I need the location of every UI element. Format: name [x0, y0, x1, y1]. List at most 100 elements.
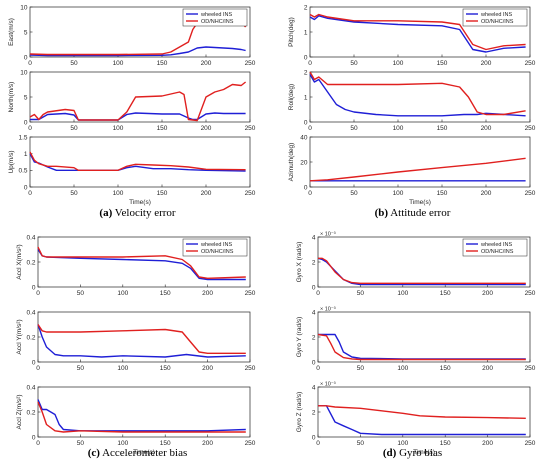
- chart-b-1-xtick-label: 100: [393, 60, 404, 67]
- caption-a-text: Velocity error: [114, 207, 176, 219]
- chart-c-2-xtick-label: 0: [36, 365, 40, 372]
- chart-c-2-xtick-label: 150: [160, 365, 171, 372]
- chart-c-1-xtick-label: 200: [202, 290, 213, 297]
- chart-d-3-frame: [317, 386, 531, 438]
- chart-d-1-legend-label: wheeled INS: [480, 242, 513, 248]
- chart-d-2-xtick-label: 50: [357, 365, 365, 372]
- chart-a-1-ytick-label: 5: [24, 29, 28, 36]
- chart-d-3-exponent-label: × 10⁻³: [320, 382, 336, 388]
- chart-a-3-xtick-label: 250: [245, 190, 256, 197]
- chart-a-3-ytick-label: 1.5: [18, 134, 27, 141]
- caption-a-letter: (a): [99, 207, 113, 219]
- chart-a-1-plot: 0 50 100 150 200 250 0 5 10 East(m/s) wheeled INSO…: [8, 4, 256, 67]
- chart-d-3-series-wheeled-ins-line: [318, 405, 526, 436]
- chart-d-3-series-od-nhc-ins-line: [318, 405, 526, 419]
- chart-a-3-xlabel: Time(s): [129, 199, 151, 206]
- chart-c-2-xtick-label: 50: [77, 365, 85, 372]
- chart-b-2-plot: 0 50 100 150 200 250 0 1 2 Roll(deg): [288, 69, 536, 132]
- chart-b-3-xtick-label: 200: [481, 190, 492, 197]
- chart-d-3-xtick-label: 0: [316, 440, 320, 447]
- chart-c-1-legend-label: wheeled INS: [200, 242, 233, 248]
- chart-b-1-xtick-label: 0: [308, 60, 312, 67]
- chart-c-1-ytick-label: 0.4: [26, 234, 35, 241]
- chart-c-2-frame: [37, 311, 251, 363]
- chart-b-2-xtick-label: 200: [481, 125, 492, 132]
- chart-d-2-xtick-label: 150: [440, 365, 451, 372]
- chart-c-3-ylabel: Accl Z(m/s²): [16, 394, 23, 429]
- chart-b-1-series-od-nhc-ins-line: [309, 13, 526, 51]
- chart-d-3-plot: 0 50 100 150 200 250 0 2 4 Gyro Z (rad/s) × 10⁻³ Ti…: [296, 382, 536, 457]
- chart-a-1-series-wheeled-ins-line: [29, 46, 246, 57]
- chart-d-3-xtick-label: 200: [482, 440, 493, 447]
- chart-a-2-plot: 0 50 100 150 200 250 0 5 10 North(m/s): [8, 69, 256, 132]
- chart-a-2-series-wheeled-ins-line: [30, 112, 246, 121]
- chart-d-2-xtick-label: 100: [397, 365, 408, 372]
- chart-b-2-xtick-label: 100: [393, 125, 404, 132]
- chart-b-3-xtick-label: 150: [437, 190, 448, 197]
- chart-b-3-ytick-label: 0: [304, 184, 308, 191]
- chart-c-2-ytick-label: 0.2: [26, 334, 35, 341]
- caption-d: (d) Gyro bias: [275, 447, 550, 459]
- chart-a-1-legend-label: OD/NHC/INS: [201, 19, 234, 25]
- chart-d-1-xtick-label: 250: [525, 290, 536, 297]
- chart-d-2-exponent-label: × 10⁻³: [320, 307, 336, 313]
- chart-d-1-plot: 0 50 100 150 200 250 0 2 4 Gyro X (rad/s) × 10⁻³ wh…: [296, 232, 536, 298]
- chart-b-3-xlabel: Time(s): [409, 199, 431, 206]
- chart-c-3-xlabel: Time(s): [133, 449, 155, 456]
- chart-a-3-xtick-label: 100: [113, 190, 124, 197]
- chart-a-2-xtick-label: 150: [157, 125, 168, 132]
- chart-a-1-legend-box: [182, 8, 248, 27]
- chart-a-2-ylabel: North(m/s): [8, 82, 15, 113]
- chart-a-3-series-od-nhc-ins-line: [29, 151, 246, 172]
- chart-a-2-xtick-label: 50: [70, 125, 78, 132]
- chart-b-3-ytick-label: 40: [300, 134, 308, 141]
- chart-a-1-ytick-label: 0: [24, 54, 28, 61]
- chart-d-1-ylabel: Gyro X (rad/s): [296, 242, 303, 283]
- chart-b-3-xtick-label: 50: [350, 190, 358, 197]
- chart-a-2-xtick-label: 0: [28, 125, 32, 132]
- chart-a-2-ytick-label: 5: [24, 94, 28, 101]
- chart-a-2-series-od-nhc-ins-line: [29, 81, 247, 122]
- chart-a-3-xtick-label: 50: [70, 190, 78, 197]
- chart-d-1-ytick-label: 4: [312, 234, 316, 241]
- caption-d-letter: (d): [382, 447, 397, 459]
- chart-d-2-series-od-nhc-ins-line: [317, 333, 526, 361]
- chart-b-1-xtick-label: 50: [350, 60, 358, 67]
- chart-d-1-series-wheeled-ins-line: [317, 257, 526, 286]
- chart-a-3-ytick-label: 0.5: [18, 168, 27, 175]
- chart-a-1-xtick-label: 150: [157, 60, 168, 67]
- chart-b-1-ytick-label: 0: [304, 54, 308, 61]
- chart-b-2-series-wheeled-ins-line: [309, 74, 526, 117]
- caption-a: (a) Velocity error: [0, 207, 275, 219]
- chart-d-1-legend-box: [462, 238, 528, 257]
- chart-c-1-legend-box: [182, 238, 248, 257]
- chart-b-1-ylabel: Pitch(deg): [288, 17, 295, 47]
- chart-d-2-ytick-label: 2: [312, 334, 316, 341]
- chart-a-3-ytick-label: 1: [24, 151, 28, 158]
- chart-a-1-legend-label: wheeled INS: [200, 12, 233, 18]
- chart-c-3-frame: [37, 386, 251, 438]
- caption-c-letter: (c): [87, 447, 100, 459]
- chart-d-1-ytick-label: 0: [312, 284, 316, 291]
- chart-d-1-legend-label: OD/NHC/INS: [481, 249, 514, 255]
- chart-d-3-ytick-label: 4: [312, 384, 316, 391]
- chart-b-1-legend-label: OD/NHC/INS: [481, 19, 514, 25]
- chart-c-2-xtick-label: 100: [117, 365, 128, 372]
- chart-d-3-ytick-label: 0: [312, 434, 316, 441]
- chart-b-2-xtick-label: 150: [437, 125, 448, 132]
- chart-b-2-ytick-label: 0: [304, 119, 308, 126]
- chart-b-3-xtick-label: 0: [308, 190, 312, 197]
- chart-d-3-xtick-label: 100: [397, 440, 408, 447]
- chart-c-2-ytick-label: 0.4: [26, 309, 35, 316]
- chart-a-3-xtick-label: 200: [201, 190, 212, 197]
- chart-a-1-xtick-label: 250: [245, 60, 256, 67]
- caption-b-letter: (b): [374, 207, 389, 219]
- chart-b-3-ytick-label: 20: [300, 159, 308, 166]
- chart-c-3-xtick-label: 200: [202, 440, 213, 447]
- chart-d-2-ylabel: Gyro Y (rad/s): [296, 317, 303, 358]
- chart-c-2-ytick-label: 0: [32, 359, 36, 366]
